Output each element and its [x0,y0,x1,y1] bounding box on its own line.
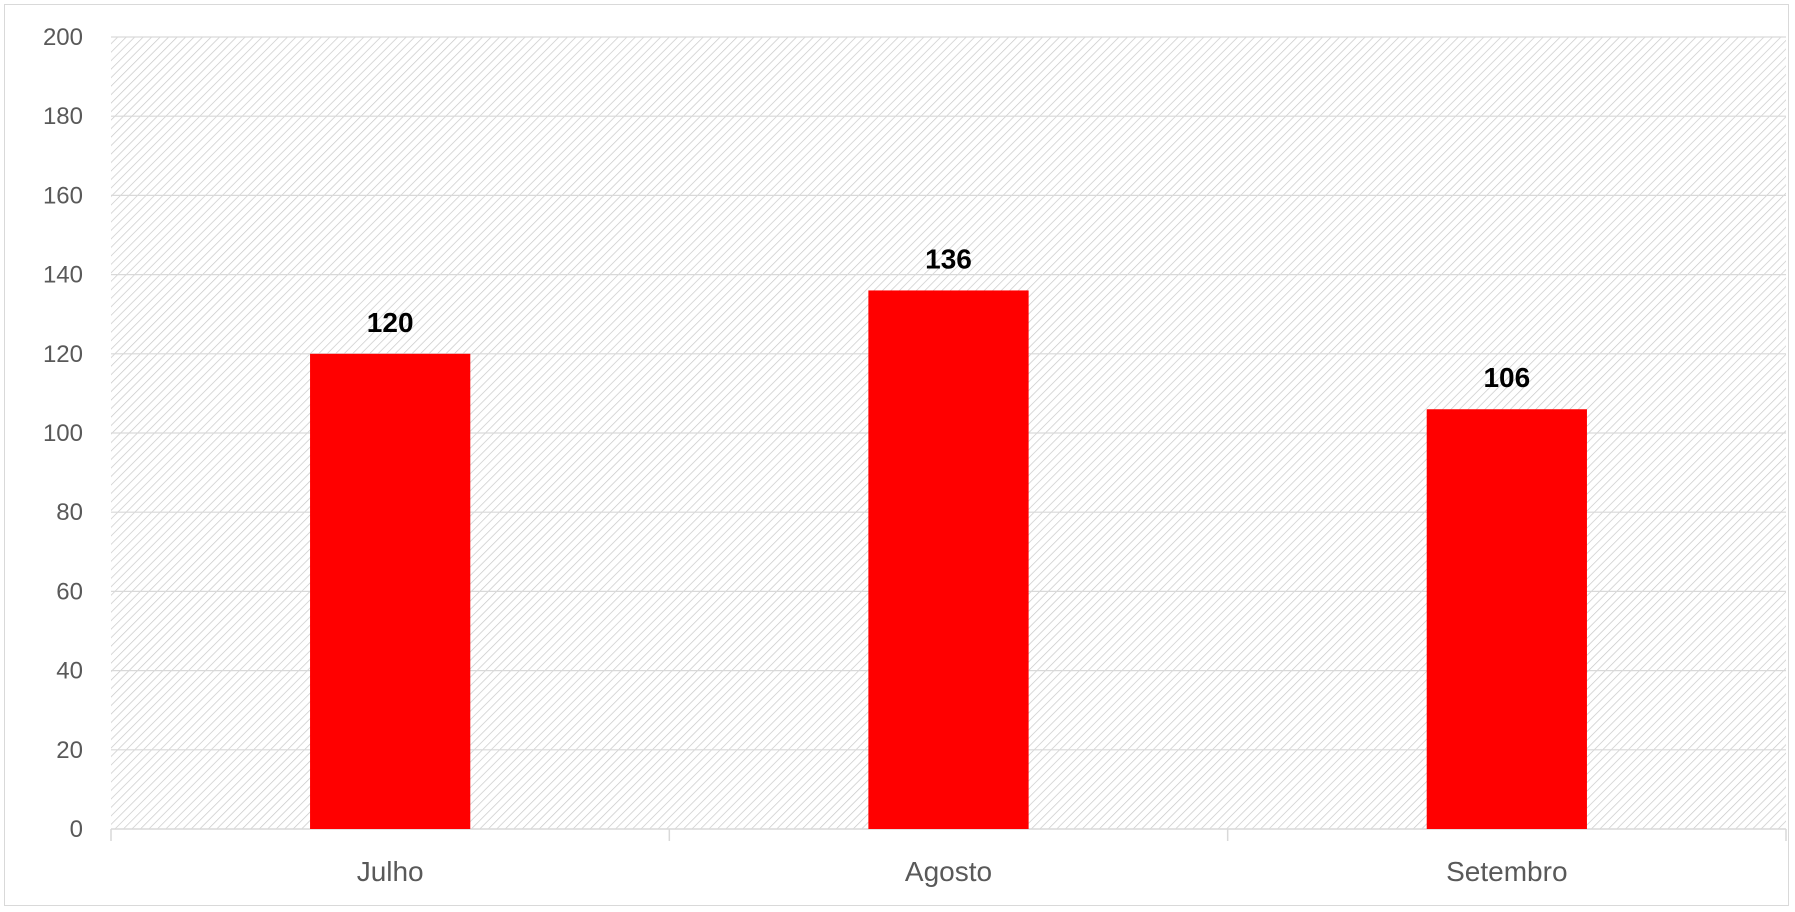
bar-setembro [1426,409,1587,829]
y-tick-label: 120 [43,341,83,368]
bar-chart: 0 20 40 60 80 100 120 140 160 180 200 Julho Agosto S… [43,24,1787,887]
bars [310,290,1587,829]
y-tick-label: 160 [43,182,83,209]
y-tick-label: 200 [43,24,83,51]
y-tick-label: 60 [56,578,83,605]
x-category-label: Setembro [1446,856,1567,887]
y-tick-label: 40 [56,658,83,685]
y-tick-label: 80 [56,499,83,526]
bar-agosto [868,290,1029,829]
x-category-label: Agosto [905,856,992,887]
data-labels: 120 136 106 [367,243,1530,393]
y-tick-label: 20 [56,737,83,764]
data-label: 106 [1483,362,1530,393]
data-label: 136 [925,243,972,274]
data-label: 120 [367,307,414,338]
y-tick-label: 140 [43,262,83,289]
y-tick-label: 180 [43,103,83,130]
y-tick-label: 0 [70,816,83,843]
chart-frame: 0 20 40 60 80 100 120 140 160 180 200 Julho Agosto S… [4,4,1789,906]
y-tick-label: 100 [43,420,83,447]
y-axis: 0 20 40 60 80 100 120 140 160 180 200 [43,24,83,843]
x-category-label: Julho [357,856,424,887]
x-axis: Julho Agosto Setembro [110,828,1787,887]
bar-julho [310,353,471,829]
